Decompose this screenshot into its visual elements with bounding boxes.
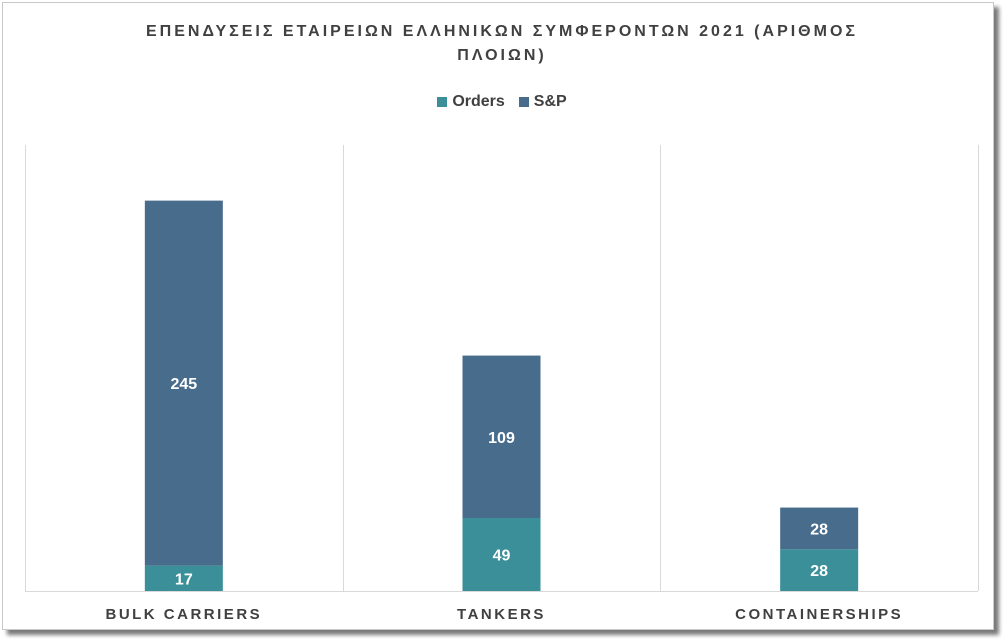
bar-sp-bulk-carriers	[144, 200, 223, 566]
legend-swatch-orders	[437, 97, 448, 107]
chart-title: ΕΠΕΝΔΥΣΕΙΣ ΕΤΑΙΡΕΙΩΝ ΕΛΛΗΝΙΚΩΝ ΣΥΜΦΕΡΟΝΤ…	[0, 20, 1004, 68]
bar-sp-tankers	[462, 355, 541, 518]
chart-title-line-2: ΠΛΟΙΩΝ)	[457, 47, 547, 64]
chart-title-line-1: ΕΠΕΝΔΥΣΕΙΣ ΕΤΑΙΡΕΙΩΝ ΕΛΛΗΝΙΚΩΝ ΣΥΜΦΕΡΟΝΤ…	[145, 23, 858, 40]
category-label: TANKERS	[457, 606, 546, 623]
legend-label-sp: S&P	[533, 93, 567, 110]
chart-legend: Orders S&P	[0, 93, 1004, 111]
legend-item-orders: Orders	[437, 93, 505, 111]
category-label: CONTAINERSHIPS	[735, 606, 903, 623]
legend-item-sp: S&P	[518, 93, 567, 111]
legend-swatch-sp	[518, 97, 529, 107]
bar-orders-tankers	[462, 517, 541, 591]
bar-orders-containerships	[780, 549, 859, 591]
category-label: BULK CARRIERS	[105, 606, 262, 623]
data-label-sp: 245	[170, 376, 197, 393]
bar-orders-bulk-carriers	[144, 565, 223, 591]
data-label-orders: 17	[175, 571, 193, 588]
data-label-sp: 109	[488, 430, 515, 447]
data-label-sp: 28	[810, 521, 828, 538]
data-label-orders: 49	[493, 547, 511, 564]
legend-label-orders: Orders	[452, 93, 505, 110]
bar-sp-containerships	[780, 507, 859, 550]
data-label-orders: 28	[810, 563, 828, 580]
